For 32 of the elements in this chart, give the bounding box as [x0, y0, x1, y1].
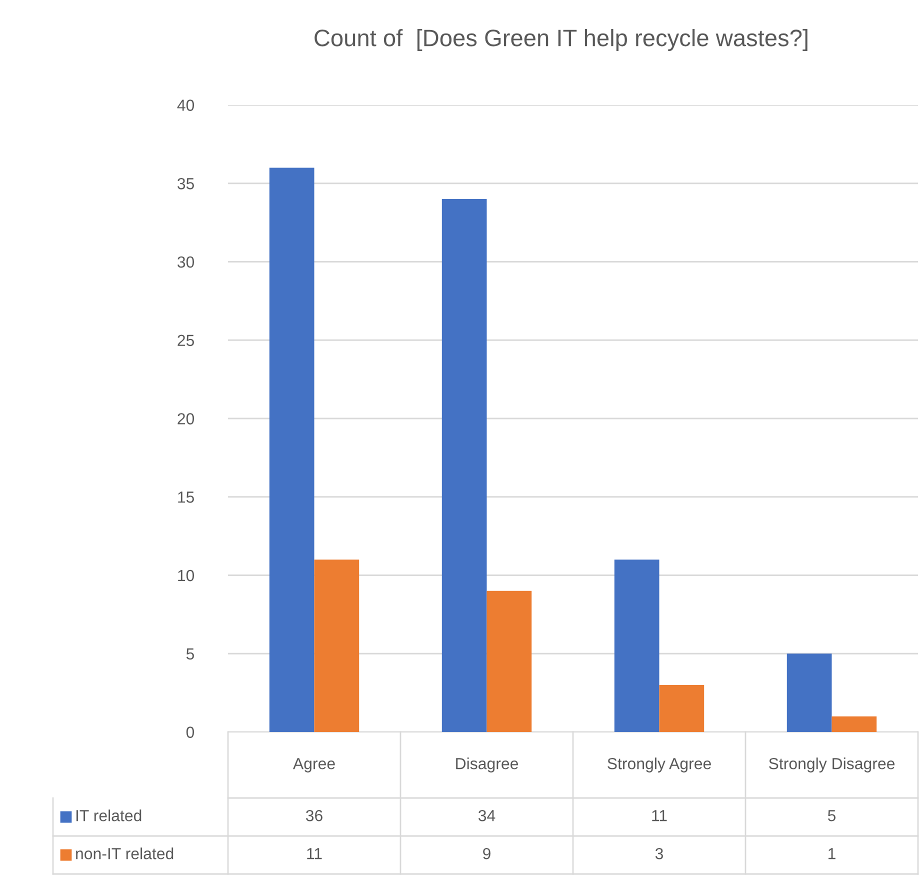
- x-tick-label: Agree: [292, 758, 335, 772]
- data-label: 11: [307, 848, 322, 860]
- bar: [786, 654, 832, 732]
- data-label: 9: [483, 848, 490, 860]
- y-tick-label: 40: [177, 100, 194, 111]
- y-tick-label: 35: [178, 178, 194, 190]
- data-label: 3: [655, 848, 663, 860]
- y-tick-label: 10: [178, 570, 194, 582]
- x-tick-label: Disagree: [456, 758, 518, 772]
- bar: [832, 716, 877, 732]
- bar: [269, 168, 314, 732]
- data-label: 1: [828, 848, 836, 860]
- bar: [486, 590, 532, 732]
- x-tick-label: Strongly Agree: [608, 758, 711, 772]
- bar: [314, 560, 360, 732]
- y-tick-label: 20: [178, 413, 194, 424]
- y-tick-label: 15: [178, 492, 194, 503]
- data-label: 34: [478, 810, 496, 822]
- y-tick-label: 25: [178, 334, 194, 346]
- y-tick-label: 30: [178, 256, 194, 268]
- data-label: 11: [652, 810, 667, 822]
- bar: [659, 684, 704, 732]
- y-tick-label: 0: [186, 726, 194, 738]
- chart-title: Count of [Does Green IT help recycle wastes?]: [314, 28, 808, 52]
- bar: [614, 560, 660, 732]
- y-tick-label: 5: [186, 648, 194, 660]
- legend-label: IT related: [76, 810, 142, 822]
- data-label: 36: [306, 810, 322, 822]
- legend-label: non-IT related: [76, 848, 174, 860]
- bar: [442, 199, 487, 732]
- x-tick-label: Strongly Disagree: [769, 758, 895, 772]
- data-label: 5: [828, 810, 836, 822]
